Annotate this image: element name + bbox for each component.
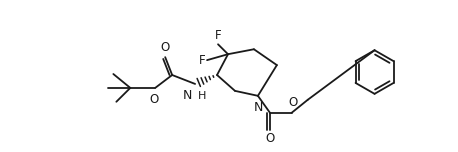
Text: H: H <box>198 91 207 101</box>
Text: O: O <box>150 93 159 106</box>
Text: N: N <box>254 101 264 114</box>
Text: F: F <box>215 29 221 42</box>
Text: O: O <box>288 96 297 109</box>
Text: N: N <box>183 89 192 102</box>
Text: O: O <box>161 41 170 54</box>
Text: F: F <box>198 54 205 67</box>
Text: O: O <box>265 133 274 145</box>
